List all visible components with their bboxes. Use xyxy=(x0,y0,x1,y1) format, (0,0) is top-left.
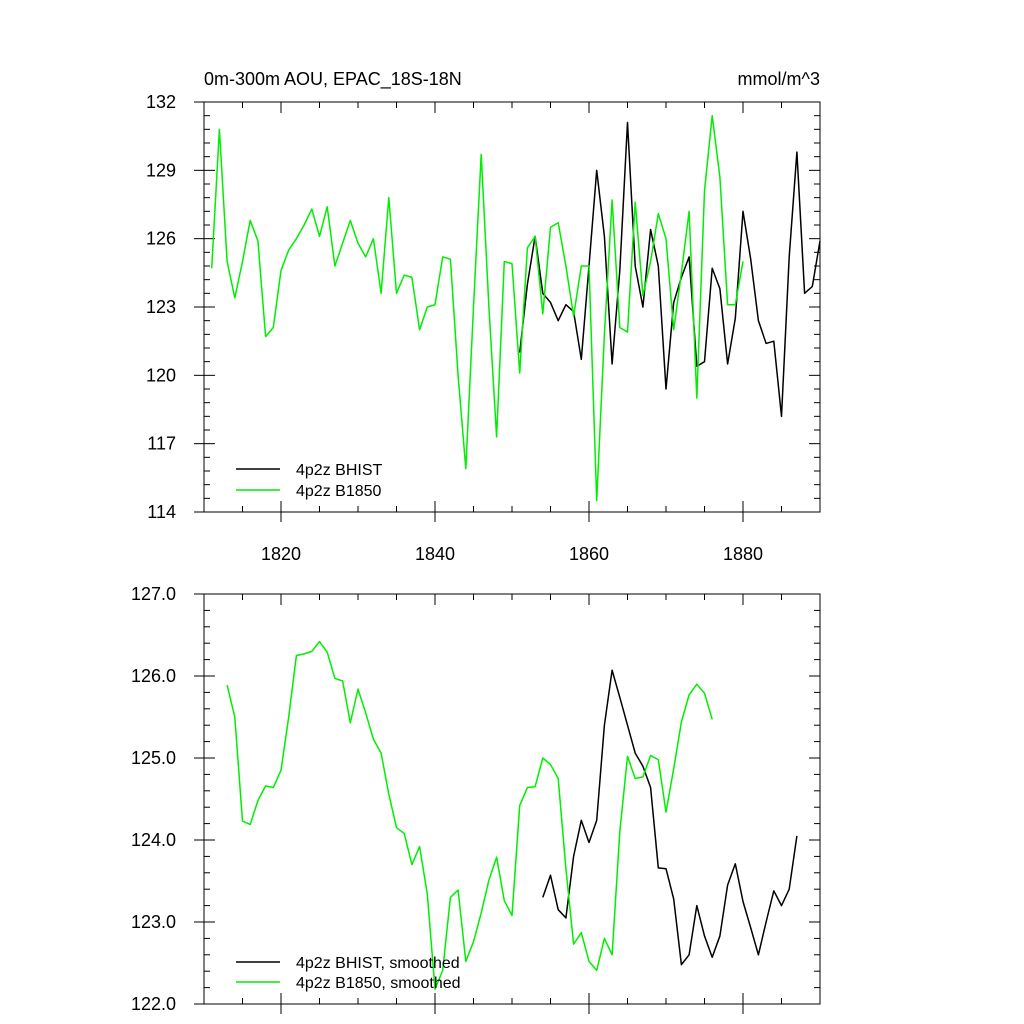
top-legend: 4p2z BHIST 4p2z B1850 xyxy=(236,462,382,500)
y-tick-label: 129 xyxy=(146,160,176,180)
bottom-axis-ticks: 122.0 123.0 124.0 125.0 126.0 127.0 xyxy=(131,584,821,1014)
series-line-bhist xyxy=(542,669,798,966)
y-tick-label: 123.0 xyxy=(131,912,176,932)
y-tick-label: 126.0 xyxy=(131,666,176,686)
y-tick-label: 122.0 xyxy=(131,994,176,1014)
x-tick-label: 1840 xyxy=(415,544,455,564)
x-tick-label: 1820 xyxy=(261,544,301,564)
bottom-legend: 4p2z BHIST, smoothed 4p2z B1850, smoothe… xyxy=(236,955,461,992)
x-tick-label: 1880 xyxy=(723,544,763,564)
legend-label-bhist-smoothed: 4p2z BHIST, smoothed xyxy=(296,955,460,972)
y-tick-label: 125.0 xyxy=(131,748,176,768)
series-line-bhist xyxy=(518,121,821,418)
y-tick-label: 126 xyxy=(146,229,176,249)
series-line-b1850 xyxy=(226,640,713,990)
legend-label-b1850: 4p2z B1850 xyxy=(296,483,382,500)
top-plot-frame xyxy=(203,101,821,513)
bottom-panel: 122.0 123.0 124.0 125.0 126.0 127.0 4p2z BHIS… xyxy=(131,584,821,1014)
units-label: mmol/m^3 xyxy=(738,69,820,89)
bottom-series-lines xyxy=(226,640,798,990)
x-tick-label: 1860 xyxy=(569,544,609,564)
y-tick-label: 117 xyxy=(147,434,176,454)
y-tick-label: 132 xyxy=(146,92,176,112)
y-tick-label: 120 xyxy=(146,365,176,385)
chart-title: 0m-300m AOU, EPAC_18S-18N xyxy=(204,69,462,90)
top-series-lines xyxy=(210,114,821,502)
y-tick-label: 114 xyxy=(147,502,176,522)
top-panel: 0m-300m AOU, EPAC_18S-18N mmol/m^3 11411… xyxy=(146,69,821,564)
y-tick-label: 124.0 xyxy=(131,830,176,850)
y-tick-label: 127.0 xyxy=(131,584,176,604)
legend-label-b1850-smoothed: 4p2z B1850, smoothed xyxy=(296,975,461,992)
y-tick-label: 123 xyxy=(146,297,176,317)
legend-label-bhist: 4p2z BHIST xyxy=(296,462,382,479)
series-line-b1850 xyxy=(210,114,744,502)
top-axis-ticks: 114 117 120 123 126 129 132 1820 1840 1860 1880 xyxy=(146,92,821,564)
